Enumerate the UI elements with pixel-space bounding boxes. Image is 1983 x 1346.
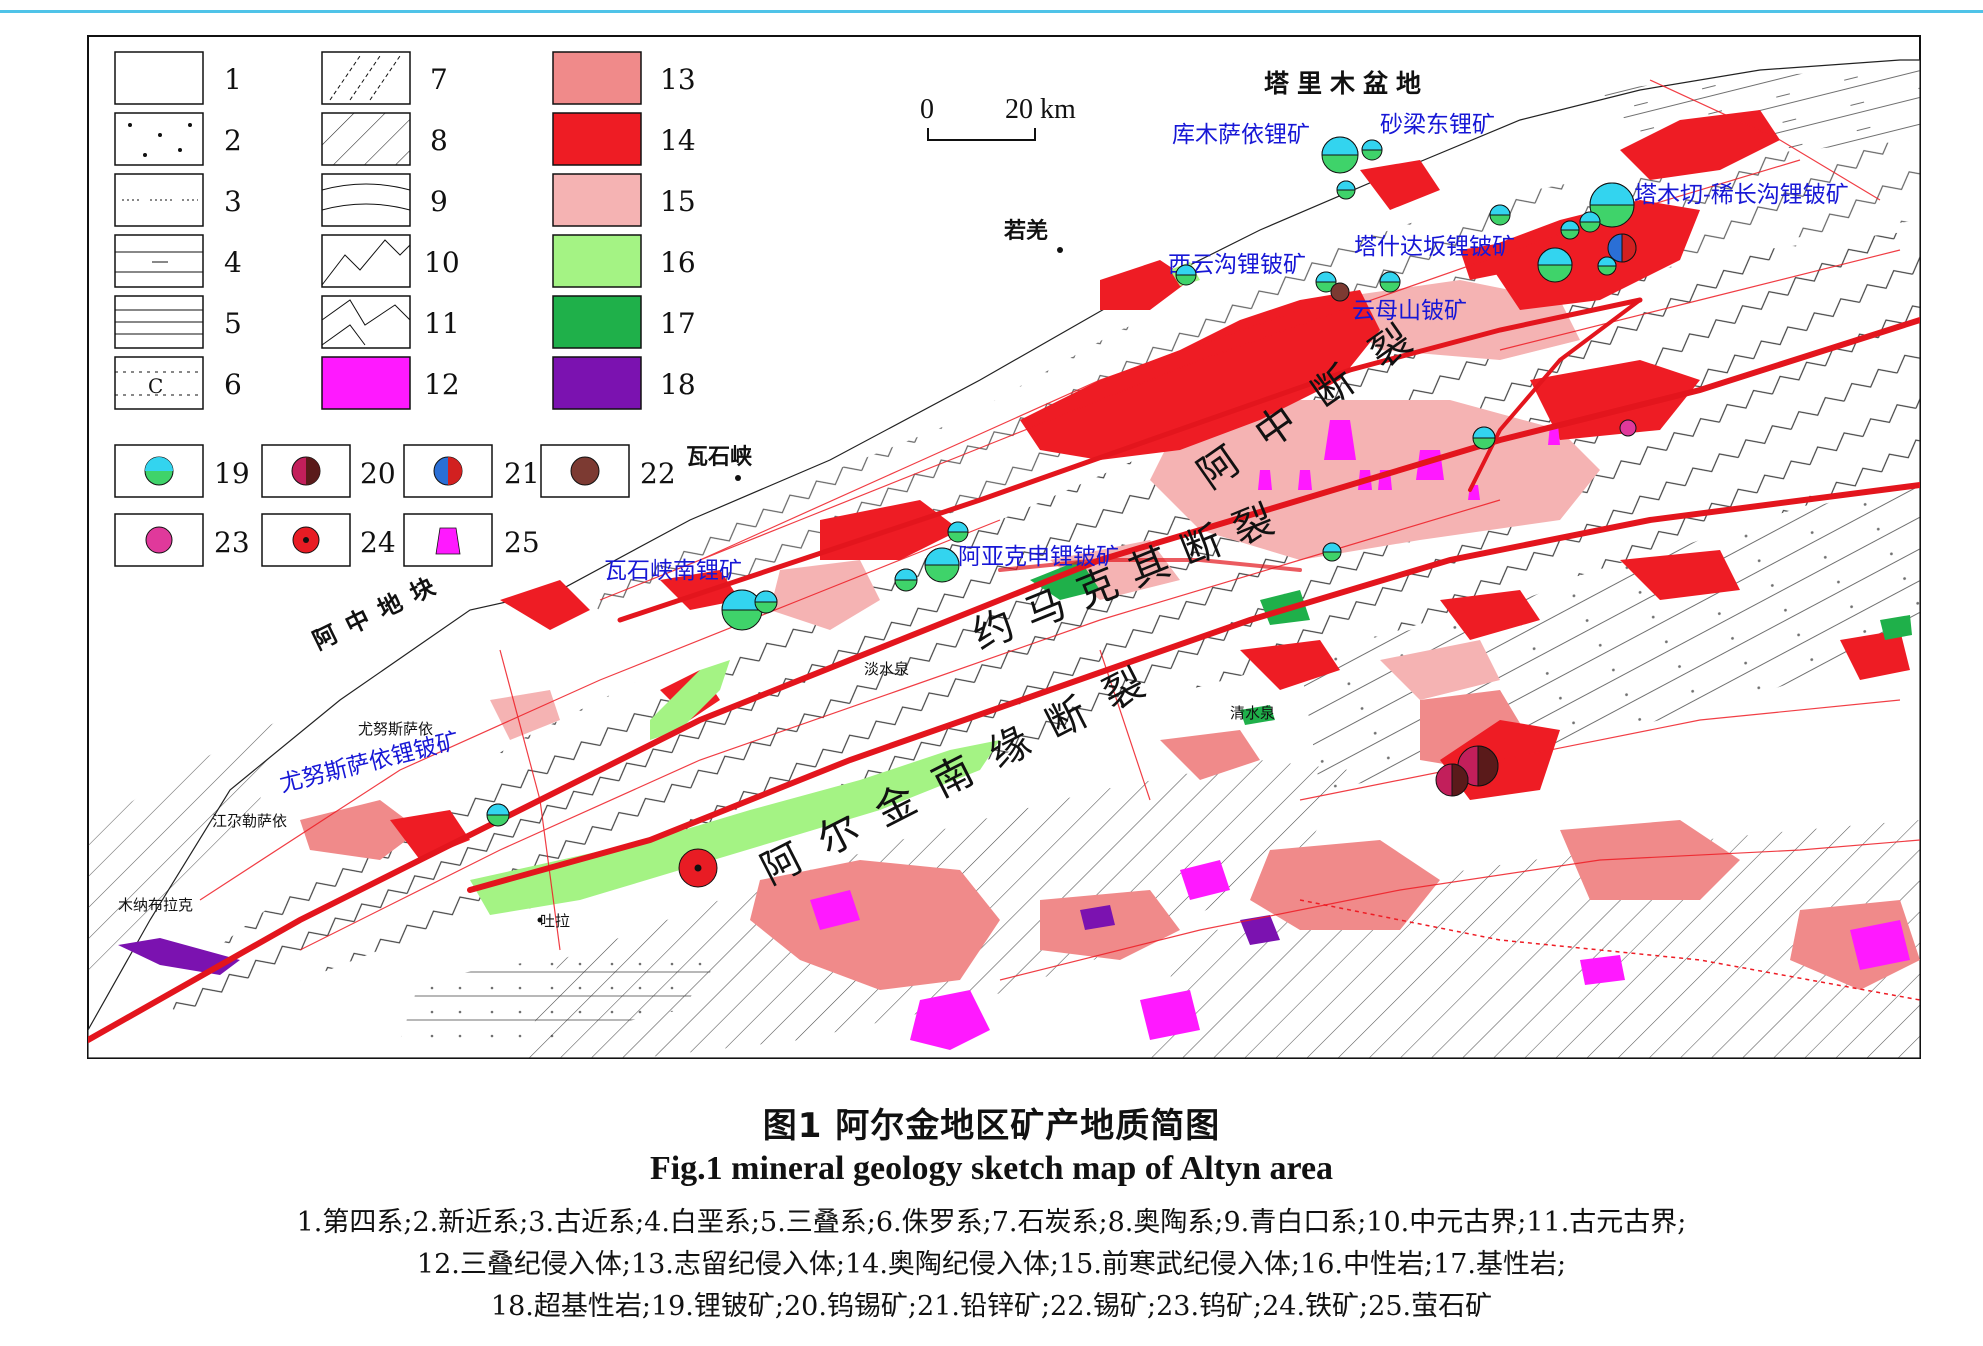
li-be-mine-icon <box>486 136 1635 827</box>
mine-label-tamuqie: 塔木切-稀长沟锂铍矿 <box>1634 182 1849 208</box>
figure-caption-zh: 图1 阿尔金地区矿产地质简图 <box>762 1106 1221 1146</box>
svg-text:C: C <box>148 374 163 398</box>
mine-symbols <box>486 136 1637 888</box>
legend-num-5: 5 <box>224 307 242 340</box>
legend-num-18: 18 <box>660 368 696 401</box>
legend-symbols-row-1: 19 20 21 22 <box>114 444 676 498</box>
legend-caption-line-1: 1.第四系;2.新近系;3.古近系;4.白垩系;5.三叠系;6.侏罗系;7.石炭… <box>296 1207 1687 1238</box>
place-ruoqiang-dot <box>1057 247 1063 253</box>
legend-num-15: 15 <box>660 185 696 218</box>
legend-num-24: 24 <box>360 526 396 559</box>
place-ruoqiang: 若羌 <box>1004 218 1048 244</box>
legend-num-7: 7 <box>430 63 448 96</box>
legend-num-1: 1 <box>224 63 242 96</box>
place-jiangeleisayi: 江尕勒萨依 <box>212 812 287 830</box>
mine-label-shaliangdong: 砂梁东锂矿 <box>1380 112 1495 138</box>
scale-bar: 0 20 km <box>920 94 1076 141</box>
legend-num-14: 14 <box>660 124 696 157</box>
legend-num-13: 13 <box>660 63 696 96</box>
legend-num-9: 9 <box>430 185 448 218</box>
legend-col-2: 7 8 9 10 11 12 <box>321 51 460 410</box>
top-accent-rule <box>0 10 1983 13</box>
legend-num-17: 17 <box>660 307 696 340</box>
legend-caption-line-2: 12.三叠纪侵入体;13.志留纪侵入体;14.奥陶纪侵入体;15.前寒武纪侵入体… <box>416 1249 1567 1280</box>
legend-num-25: 25 <box>504 526 540 559</box>
mine-label-washixianan: 瓦石峡南锂矿 <box>604 558 742 584</box>
legend-num-11: 11 <box>424 307 460 340</box>
place-washixia: 瓦石峡 <box>686 444 753 470</box>
tin-mine-icon <box>1330 282 1350 302</box>
legend-num-23: 23 <box>214 526 250 559</box>
mine-label-yunmushan: 云母山铍矿 <box>1352 298 1467 324</box>
mine-label-ayakeshen: 阿亚克申锂铍矿 <box>958 544 1119 570</box>
place-tula: 吐拉 <box>540 912 570 930</box>
pb-zn-mine-icon <box>1607 233 1637 263</box>
legend-num-4: 4 <box>224 246 242 279</box>
iron-mine-icon <box>678 848 718 888</box>
place-munabulake: 木纳布拉克 <box>118 896 193 914</box>
legend-col-1: C 1 2 3 4 5 6 <box>114 51 242 410</box>
legend-num-21: 21 <box>504 457 540 490</box>
legend-col-3: 13 14 15 16 17 18 <box>552 51 696 410</box>
legend-num-16: 16 <box>660 246 696 279</box>
place-washixia-dot <box>735 475 741 481</box>
figure-caption-en: Fig.1 mineral geology sketch map of Alty… <box>649 1150 1334 1187</box>
legend-num-6: 6 <box>224 368 242 401</box>
legend-caption-line-3: 18.超基性岩;19.锂铍矿;20.钨锡矿;21.铅锌矿;22.锡矿;23.钨矿… <box>490 1291 1493 1322</box>
scale-start: 0 <box>920 94 934 125</box>
legend-num-2: 2 <box>224 124 242 157</box>
place-tula-dot <box>537 917 543 923</box>
legend-num-10: 10 <box>424 246 460 279</box>
tungsten-mine-icon <box>1619 419 1637 437</box>
mine-label-kumusayi: 库木萨依锂矿 <box>1172 122 1310 148</box>
legend-num-20: 20 <box>360 457 396 490</box>
scale-end: 20 km <box>1005 94 1076 125</box>
mine-label-tashidaban: 塔什达坂锂铍矿 <box>1354 234 1515 260</box>
legend-num-22: 22 <box>640 457 676 490</box>
place-qingshuiquan: 清水泉 <box>1230 704 1275 722</box>
legend-panel: C 1 2 3 4 5 6 7 8 9 10 11 12 <box>114 51 696 567</box>
legend-symbols-row-2: 23 24 25 <box>114 513 540 567</box>
legend-num-3: 3 <box>224 185 242 218</box>
legend-num-8: 8 <box>430 124 448 157</box>
w-sn-mine-icon <box>1435 745 1499 797</box>
place-younusisayi: 尤努斯萨依 <box>358 720 433 738</box>
region-label-basin: 塔里木盆地 <box>1264 69 1429 98</box>
legend-num-19: 19 <box>214 457 250 490</box>
place-danshuiquan: 淡水泉 <box>864 660 909 678</box>
legend-num-12: 12 <box>424 368 460 401</box>
